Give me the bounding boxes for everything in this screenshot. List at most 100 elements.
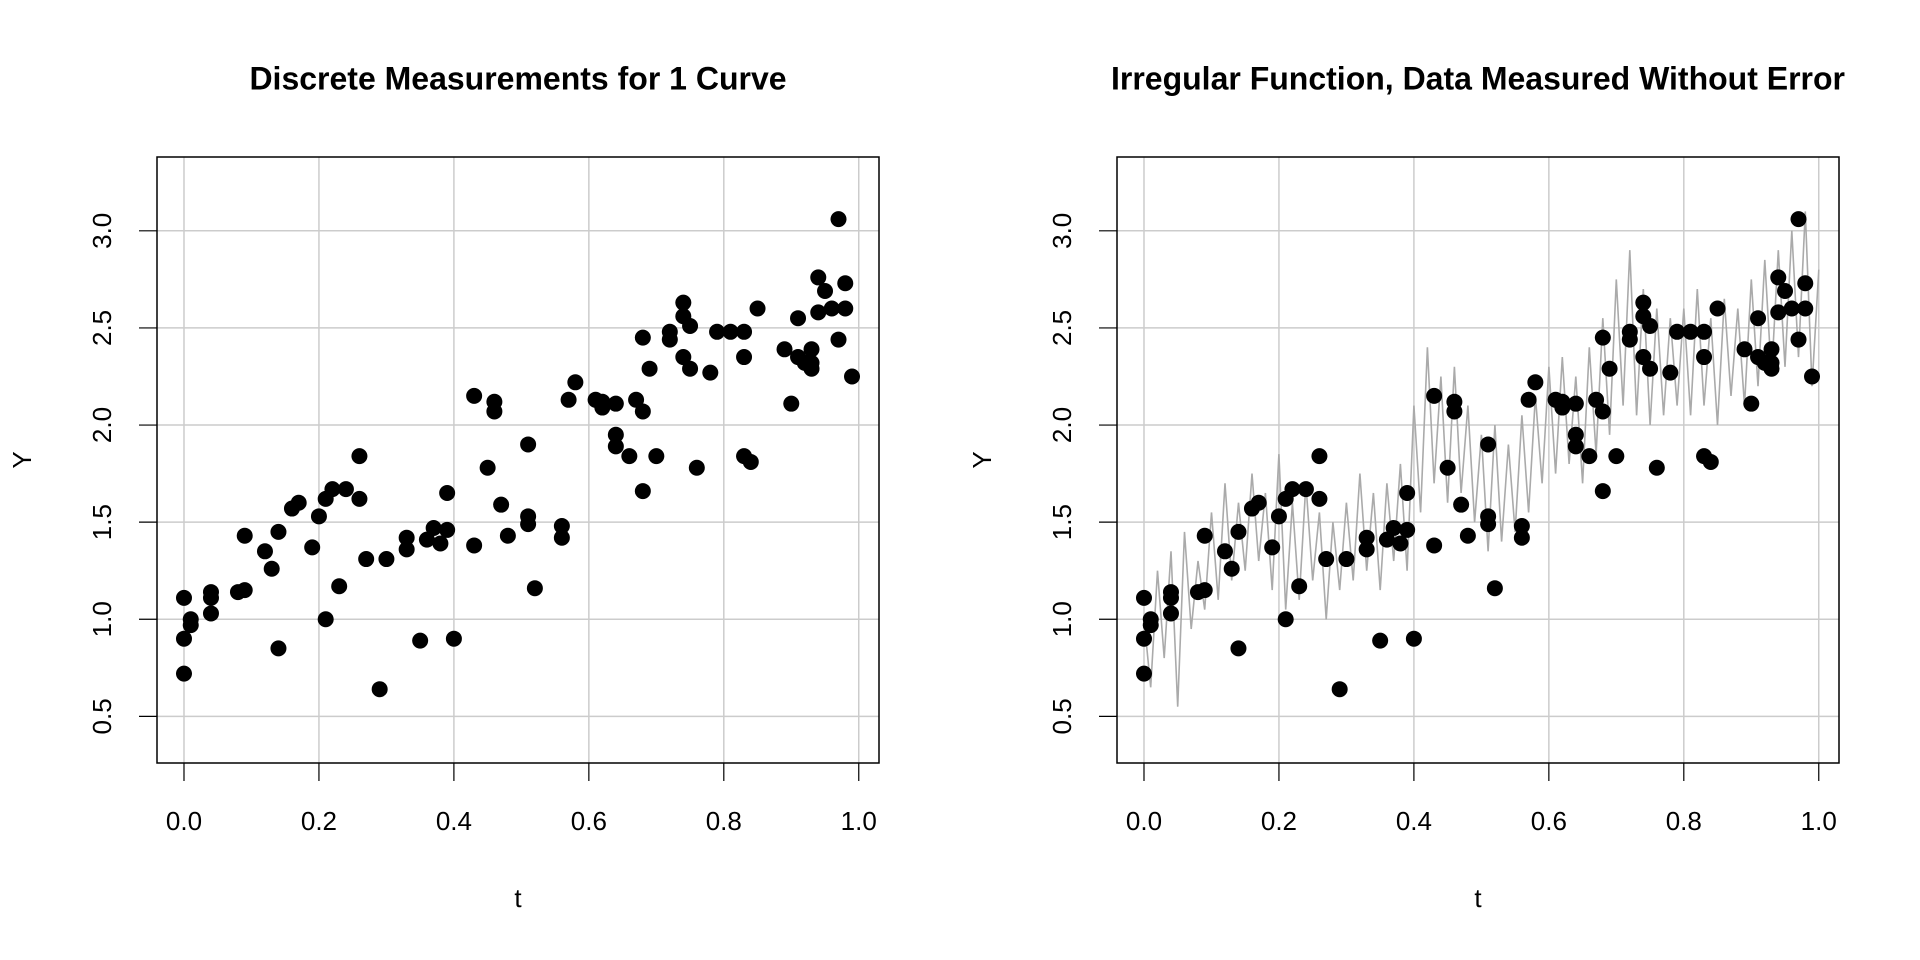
chart-title: Irregular Function, Data Measured Withou… [1111, 60, 1845, 96]
x-tick-label: 0.6 [571, 806, 607, 836]
data-point [1372, 632, 1389, 649]
data-point [1331, 681, 1348, 698]
x-tick-label: 0.8 [1666, 806, 1702, 836]
data-point [439, 485, 456, 502]
data-point [1763, 341, 1780, 358]
y-tick-label: 2.5 [1047, 310, 1077, 346]
data-point [722, 323, 739, 340]
data-point [1567, 438, 1584, 455]
y-axis-label: Y [967, 451, 997, 468]
data-point [1399, 521, 1416, 538]
data-point [682, 317, 699, 334]
x-tick-label: 0.2 [1261, 806, 1297, 836]
data-point [479, 459, 496, 476]
data-point [1405, 630, 1422, 647]
data-point [236, 527, 253, 544]
data-point [1230, 640, 1247, 657]
y-tick-label: 0.5 [1047, 698, 1077, 734]
data-point [378, 551, 395, 568]
data-point [1513, 529, 1530, 546]
y-tick-label: 0.5 [87, 698, 117, 734]
data-point [790, 310, 807, 327]
data-point [567, 374, 584, 391]
data-point [445, 630, 462, 647]
data-point [175, 630, 192, 647]
data-point [351, 490, 368, 507]
data-point [1763, 360, 1780, 377]
data-point [1196, 527, 1213, 544]
y-tick-label: 1.5 [1047, 504, 1077, 540]
data-point [1648, 459, 1665, 476]
data-point [1196, 582, 1213, 599]
y-tick-label: 2.5 [87, 310, 117, 346]
data-point [1790, 211, 1807, 228]
data-point [553, 529, 570, 546]
data-point [1567, 395, 1584, 412]
data-point [1162, 605, 1179, 622]
data-point [607, 395, 624, 412]
data-point [1608, 448, 1625, 465]
data-point [1358, 529, 1375, 546]
data-point [1635, 349, 1652, 366]
data-point [182, 617, 199, 634]
data-point [398, 541, 415, 558]
data-point [736, 323, 753, 340]
data-point [594, 393, 611, 410]
data-point [628, 391, 645, 408]
x-tick-label: 0.8 [706, 806, 742, 836]
data-point [358, 551, 375, 568]
data-point [520, 516, 537, 533]
data-point [776, 341, 793, 358]
chart: Discrete Measurements for 1 Curve 0.0 0.2 0… [7, 60, 880, 913]
x-tick-label: 0.4 [436, 806, 472, 836]
chart: Irregular Function, Data Measured Withou… [967, 60, 1845, 912]
data-point [1270, 508, 1287, 525]
data-point [351, 448, 368, 465]
data-point [1277, 611, 1294, 628]
data-point [1736, 341, 1753, 358]
data-point [1459, 527, 1476, 544]
data-point [817, 283, 834, 300]
data-point [1804, 368, 1821, 385]
data-point [324, 481, 341, 498]
data-point [1453, 496, 1470, 513]
data-point [682, 360, 699, 377]
data-point [1338, 551, 1355, 568]
plot-frame [1116, 156, 1840, 764]
data-point [526, 580, 543, 597]
data-point [607, 438, 624, 455]
data-point [520, 436, 537, 453]
data-point [1426, 537, 1443, 554]
data-point [466, 387, 483, 404]
y-tick-label: 3.0 [87, 213, 117, 249]
data-point [1426, 387, 1443, 404]
data-point [1581, 448, 1598, 465]
data-point [688, 459, 705, 476]
data-point [1399, 485, 1416, 502]
data-point [837, 275, 854, 292]
x-axis-label: t [1474, 883, 1482, 913]
data-point [466, 537, 483, 554]
data-point [1682, 323, 1699, 340]
data-point [1216, 543, 1233, 560]
data-point [493, 496, 510, 513]
data-point [1311, 490, 1328, 507]
data-point [1439, 459, 1456, 476]
x-tick-label: 0.0 [166, 806, 202, 836]
data-point [256, 543, 273, 560]
data-point [1142, 617, 1159, 634]
data-point [709, 323, 726, 340]
data-point [486, 393, 503, 410]
data-point [1621, 331, 1638, 348]
function-line [1143, 211, 1820, 707]
data-point [290, 494, 307, 511]
plot-frame [156, 156, 880, 764]
data-point [1446, 393, 1463, 410]
data-point [432, 535, 449, 552]
data-point [371, 681, 388, 698]
data-point [553, 518, 570, 535]
data-point [1777, 283, 1794, 300]
data-point [1250, 494, 1267, 511]
y-axis-label: Y [7, 451, 37, 468]
data-point [304, 539, 321, 556]
